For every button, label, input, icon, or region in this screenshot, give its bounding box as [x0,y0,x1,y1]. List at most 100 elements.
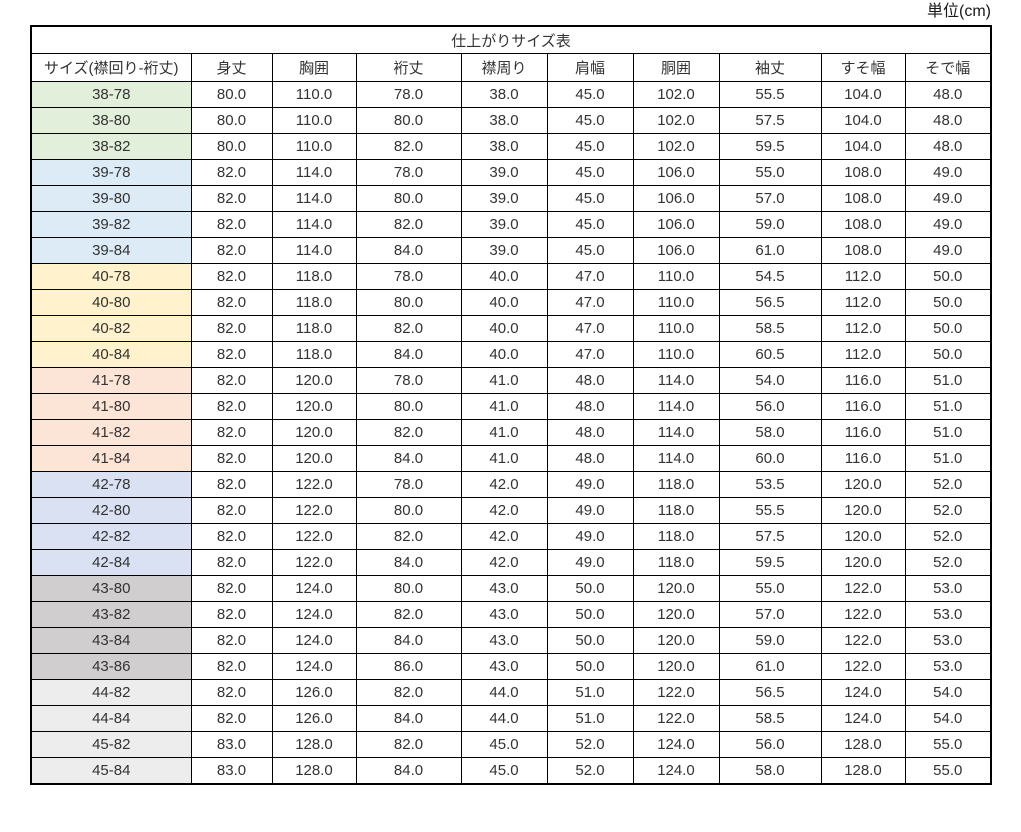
value-cell: 59.0 [718,211,822,238]
value-cell: 104.0 [820,133,906,160]
value-cell: 110.0 [271,81,357,108]
value-cell: 120.0 [632,601,720,628]
value-cell: 80.0 [190,133,273,160]
value-cell: 49.0 [546,497,634,524]
value-cell: 82.0 [190,523,273,550]
value-cell: 108.0 [820,185,906,212]
size-cell: 40-78 [30,263,192,290]
value-cell: 59.5 [718,133,822,160]
value-cell: 82.0 [190,705,273,732]
value-cell: 45.0 [546,211,634,238]
value-cell: 114.0 [271,185,357,212]
value-cell: 49.0 [904,159,992,186]
table-row: 42-78 82.0 122.0 78.0 42.0 49.0 118.0 53.5 120.0… [30,471,992,498]
value-cell: 43.0 [460,627,548,654]
value-cell: 124.0 [271,575,357,602]
value-cell: 42.0 [460,497,548,524]
value-cell: 84.0 [355,705,462,732]
value-cell: 120.0 [632,575,720,602]
value-cell: 82.0 [355,211,462,238]
value-cell: 112.0 [820,263,906,290]
table-header-row: サイズ(襟回り-裄丈) 身丈 胸囲 裄丈 襟周り 肩幅 胴囲 袖丈 すそ幅 そで幅 [30,53,992,82]
value-cell: 54.0 [904,705,992,732]
value-cell: 128.0 [271,757,357,785]
value-cell: 84.0 [355,627,462,654]
value-cell: 120.0 [820,471,906,498]
size-cell: 41-78 [30,367,192,394]
value-cell: 124.0 [271,627,357,654]
value-cell: 78.0 [355,367,462,394]
value-cell: 44.0 [460,679,548,706]
size-cell: 44-82 [30,679,192,706]
value-cell: 48.0 [546,393,634,420]
size-cell: 44-84 [30,705,192,732]
value-cell: 38.0 [460,133,548,160]
value-cell: 47.0 [546,263,634,290]
table-row: 43-86 82.0 124.0 86.0 43.0 50.0 120.0 61.0 122.0… [30,653,992,680]
value-cell: 43.0 [460,575,548,602]
value-cell: 42.0 [460,549,548,576]
value-cell: 80.0 [355,393,462,420]
value-cell: 54.5 [718,263,822,290]
value-cell: 48.0 [546,445,634,472]
value-cell: 122.0 [271,523,357,550]
value-cell: 50.0 [904,315,992,342]
size-table: 仕上がりサイズ表 サイズ(襟回り-裄丈) 身丈 胸囲 裄丈 襟周り 肩幅 胴囲 袖丈 すそ幅 そで… [30,25,992,785]
size-cell: 43-86 [30,653,192,680]
value-cell: 118.0 [271,341,357,368]
value-cell: 82.0 [190,393,273,420]
value-cell: 55.0 [904,731,992,758]
column-header-0: サイズ(襟回り-裄丈) [30,53,192,82]
value-cell: 84.0 [355,237,462,264]
value-cell: 82.0 [190,445,273,472]
value-cell: 82.0 [190,237,273,264]
value-cell: 114.0 [632,445,720,472]
table-row: 39-78 82.0 114.0 78.0 39.0 45.0 106.0 55.0 108.0… [30,159,992,186]
value-cell: 41.0 [460,367,548,394]
value-cell: 126.0 [271,705,357,732]
value-cell: 82.0 [190,653,273,680]
value-cell: 106.0 [632,211,720,238]
value-cell: 82.0 [355,731,462,758]
column-header-7: 袖丈 [718,53,822,82]
value-cell: 54.0 [718,367,822,394]
column-header-2: 胸囲 [271,53,357,82]
value-cell: 45.0 [546,133,634,160]
value-cell: 60.5 [718,341,822,368]
value-cell: 82.0 [190,263,273,290]
value-cell: 50.0 [546,601,634,628]
table-row: 43-82 82.0 124.0 82.0 43.0 50.0 120.0 57.0 122.0… [30,601,992,628]
value-cell: 116.0 [820,445,906,472]
value-cell: 42.0 [460,523,548,550]
value-cell: 124.0 [271,653,357,680]
value-cell: 114.0 [271,237,357,264]
value-cell: 122.0 [820,601,906,628]
value-cell: 45.0 [460,731,548,758]
value-cell: 50.0 [546,627,634,654]
value-cell: 56.5 [718,289,822,316]
value-cell: 110.0 [271,107,357,134]
value-cell: 128.0 [820,757,906,785]
value-cell: 78.0 [355,81,462,108]
value-cell: 52.0 [904,497,992,524]
value-cell: 59.5 [718,549,822,576]
value-cell: 82.0 [190,549,273,576]
value-cell: 110.0 [632,341,720,368]
value-cell: 82.0 [190,341,273,368]
value-cell: 106.0 [632,237,720,264]
value-cell: 50.0 [904,263,992,290]
value-cell: 83.0 [190,731,273,758]
size-cell: 43-82 [30,601,192,628]
size-cell: 42-80 [30,497,192,524]
size-cell: 45-84 [30,757,192,785]
value-cell: 49.0 [904,211,992,238]
value-cell: 41.0 [460,419,548,446]
size-cell: 39-78 [30,159,192,186]
value-cell: 84.0 [355,341,462,368]
column-header-4: 襟周り [460,53,548,82]
unit-label: 単位(cm) [927,3,991,20]
value-cell: 108.0 [820,237,906,264]
table-row: 42-80 82.0 122.0 80.0 42.0 49.0 118.0 55.5 120.0… [30,497,992,524]
table-row: 44-84 82.0 126.0 84.0 44.0 51.0 122.0 58.5 124.0… [30,705,992,732]
value-cell: 45.0 [546,107,634,134]
